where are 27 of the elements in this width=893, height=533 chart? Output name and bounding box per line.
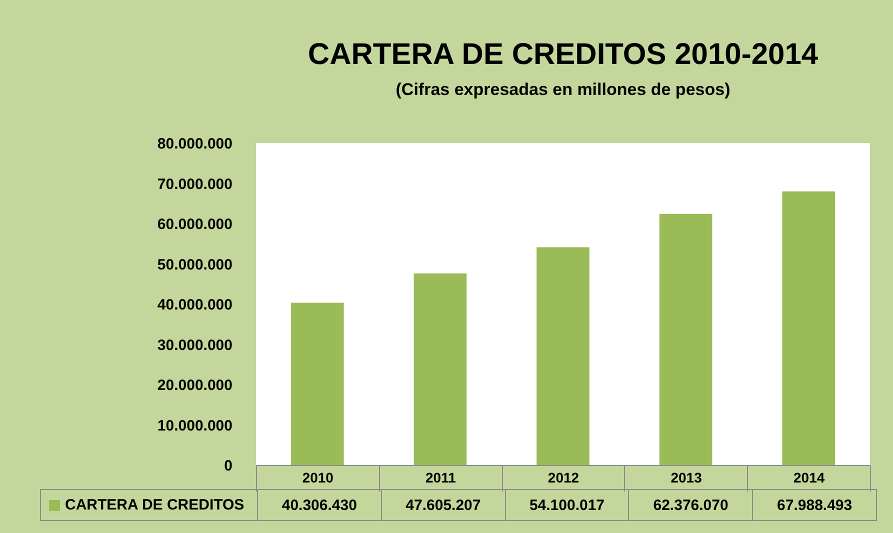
x-tick-label: 2011 [426, 470, 456, 486]
x-tick-label: 2014 [794, 470, 825, 486]
bar [414, 273, 467, 465]
bar [291, 302, 344, 465]
y-tick-label: 30.000.000 [157, 336, 232, 354]
x-tick-label: 2013 [670, 470, 702, 486]
bar [659, 214, 712, 465]
y-tick-label: 10.000.000 [157, 417, 232, 434]
bar [536, 247, 590, 465]
data-label: 67.988.493 [752, 490, 876, 520]
data-label: 62.376.070 [628, 490, 753, 520]
data-label: 54.100.017 [505, 490, 629, 520]
chart-subtitle: (Cifras expresadas en millones de pesos) [396, 80, 730, 99]
data-label: 47.605.207 [381, 490, 506, 520]
y-tick-label: 40.000.000 [157, 296, 232, 314]
x-tick-label: 2012 [548, 470, 580, 486]
legend-label: CARTERA DE CREDITOS [65, 496, 244, 514]
y-tick-label: 50.000.000 [157, 256, 232, 274]
y-tick-label: 70.000.000 [157, 176, 232, 193]
data-label: 40.306.430 [258, 490, 382, 520]
chart-title: CARTERA DE CREDITOS 2010-2014 [308, 38, 818, 71]
y-tick-label: 80.000.000 [157, 136, 232, 152]
bar [782, 191, 835, 465]
y-tick-label: 20.000.000 [157, 377, 232, 394]
y-tick-label: 0 [224, 458, 232, 474]
y-tick-label: 60.000.000 [157, 216, 232, 233]
x-tick-label: 2010 [302, 470, 334, 486]
